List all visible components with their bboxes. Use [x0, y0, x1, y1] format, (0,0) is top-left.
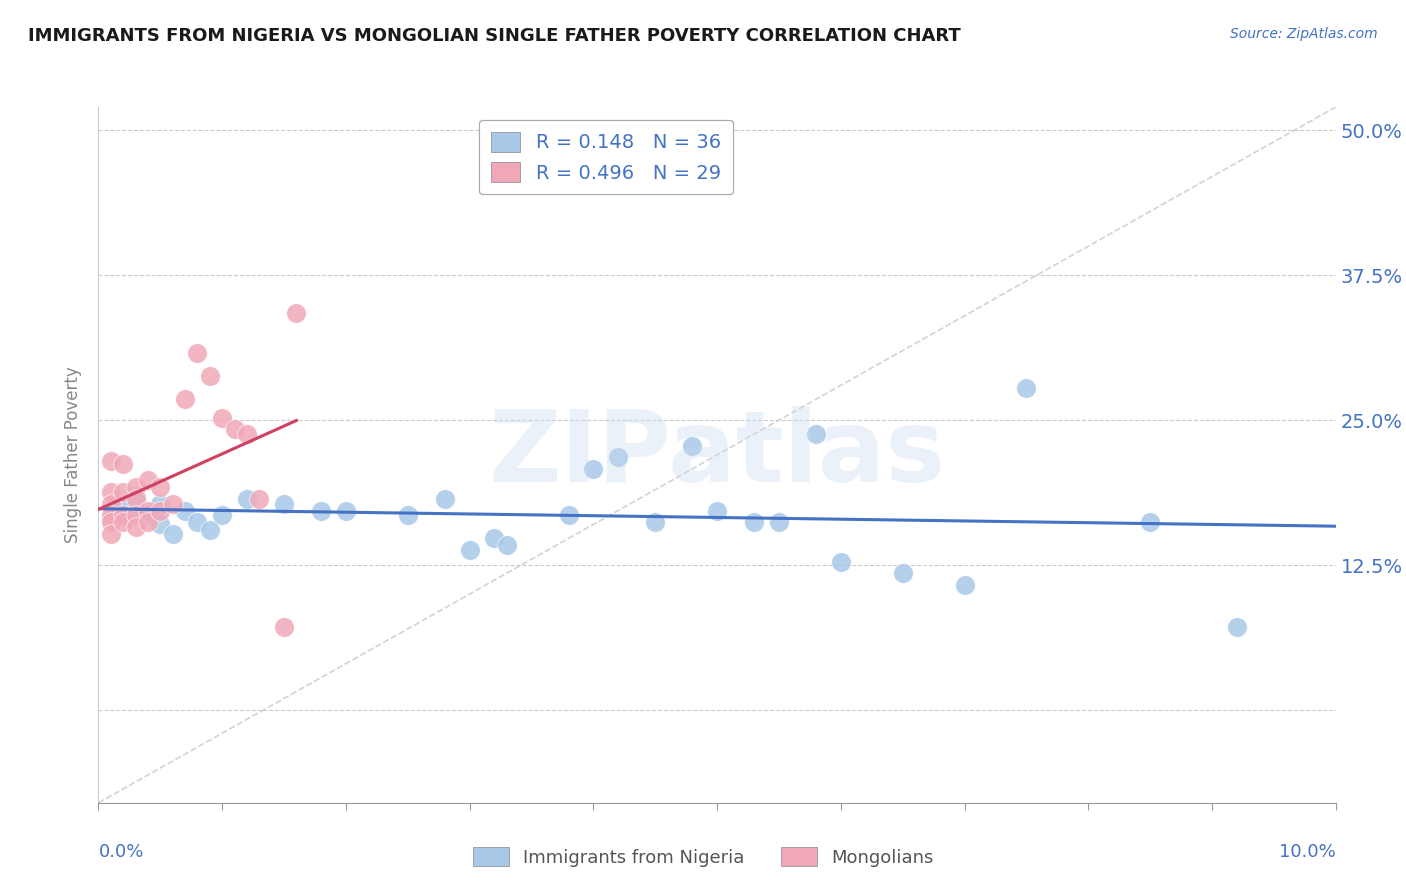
Point — [1015, 381, 1038, 395]
Point — [112, 457, 135, 471]
Y-axis label: Single Father Poverty: Single Father Poverty — [65, 367, 83, 543]
Point — [953, 578, 976, 592]
Point — [174, 392, 197, 407]
Point — [706, 503, 728, 517]
Point — [124, 489, 146, 503]
Point — [1139, 515, 1161, 529]
Point — [112, 485, 135, 500]
Point — [557, 508, 579, 523]
Point — [495, 538, 517, 552]
Point — [100, 453, 122, 467]
Point — [1226, 619, 1249, 633]
Point — [174, 503, 197, 517]
Point — [149, 503, 172, 517]
Point — [198, 369, 221, 384]
Point — [162, 497, 184, 511]
Point — [644, 515, 666, 529]
Point — [100, 526, 122, 541]
Point — [335, 503, 357, 517]
Point — [100, 511, 122, 525]
Point — [582, 462, 605, 476]
Point — [484, 532, 506, 546]
Point — [149, 517, 172, 532]
Point — [186, 346, 208, 360]
Point — [149, 497, 172, 511]
Point — [162, 526, 184, 541]
Point — [124, 520, 146, 534]
Point — [211, 508, 233, 523]
Text: IMMIGRANTS FROM NIGERIA VS MONGOLIAN SINGLE FATHER POVERTY CORRELATION CHART: IMMIGRANTS FROM NIGERIA VS MONGOLIAN SIN… — [28, 27, 960, 45]
Point — [100, 485, 122, 500]
Point — [830, 555, 852, 569]
Point — [742, 515, 765, 529]
Point — [273, 497, 295, 511]
Point — [100, 515, 122, 529]
Legend: R = 0.148   N = 36, R = 0.496   N = 29: R = 0.148 N = 36, R = 0.496 N = 29 — [479, 120, 733, 194]
Point — [768, 515, 790, 529]
Point — [136, 508, 159, 523]
Point — [236, 427, 259, 442]
Point — [804, 427, 827, 442]
Legend: Immigrants from Nigeria, Mongolians: Immigrants from Nigeria, Mongolians — [465, 840, 941, 874]
Point — [124, 480, 146, 494]
Point — [236, 491, 259, 506]
Point — [112, 515, 135, 529]
Point — [891, 566, 914, 581]
Point — [124, 491, 146, 506]
Point — [285, 306, 308, 320]
Point — [124, 506, 146, 520]
Text: 10.0%: 10.0% — [1279, 843, 1336, 861]
Point — [273, 619, 295, 633]
Point — [186, 515, 208, 529]
Point — [681, 439, 703, 453]
Point — [100, 508, 122, 523]
Text: ZIPatlas: ZIPatlas — [489, 407, 945, 503]
Point — [149, 480, 172, 494]
Point — [396, 508, 419, 523]
Point — [124, 508, 146, 523]
Point — [100, 497, 122, 511]
Point — [224, 422, 246, 436]
Point — [211, 410, 233, 425]
Point — [309, 503, 332, 517]
Text: Source: ZipAtlas.com: Source: ZipAtlas.com — [1230, 27, 1378, 41]
Point — [136, 515, 159, 529]
Point — [247, 491, 270, 506]
Point — [112, 500, 135, 514]
Point — [433, 491, 456, 506]
Point — [198, 523, 221, 537]
Text: 0.0%: 0.0% — [98, 843, 143, 861]
Point — [112, 508, 135, 523]
Point — [458, 543, 481, 558]
Point — [136, 503, 159, 517]
Point — [607, 450, 630, 465]
Point — [136, 474, 159, 488]
